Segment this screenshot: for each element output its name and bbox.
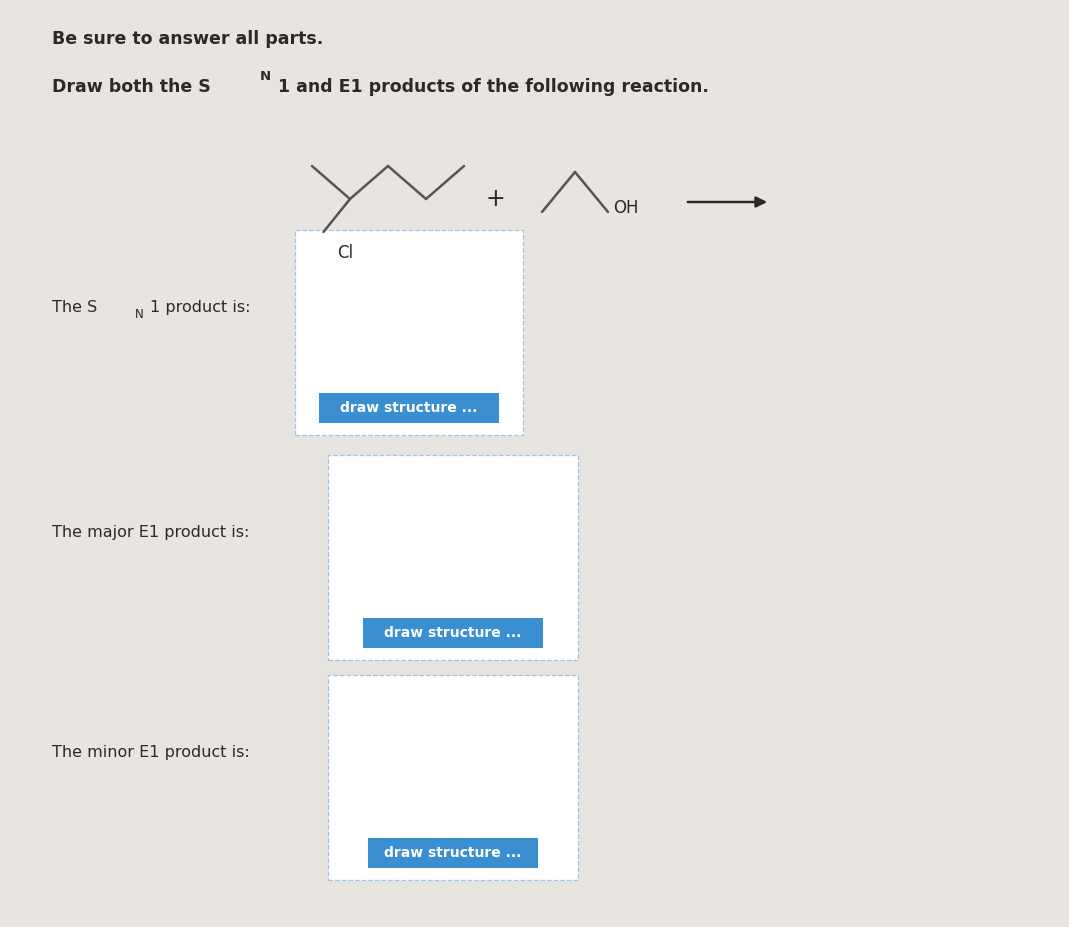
Text: Cl: Cl	[337, 244, 353, 262]
Bar	[363, 618, 543, 648]
Text: The major E1 product is:: The major E1 product is:	[52, 526, 249, 540]
Bar	[328, 455, 578, 660]
Text: Be sure to answer all parts.: Be sure to answer all parts.	[52, 30, 323, 48]
Bar	[295, 230, 523, 435]
Text: draw structure ...: draw structure ...	[385, 626, 522, 640]
Text: The S: The S	[52, 300, 97, 315]
Bar	[328, 675, 578, 880]
Text: N: N	[135, 309, 143, 322]
Bar	[319, 393, 499, 423]
Text: Draw both the S: Draw both the S	[52, 78, 211, 96]
Text: draw structure ...: draw structure ...	[340, 401, 478, 415]
Text: N: N	[260, 70, 272, 83]
Bar	[368, 838, 538, 868]
Text: 1 and E1 products of the following reaction.: 1 and E1 products of the following react…	[278, 78, 709, 96]
Text: +: +	[485, 187, 505, 211]
Text: The minor E1 product is:: The minor E1 product is:	[52, 745, 250, 760]
Text: draw structure ...: draw structure ...	[385, 846, 522, 860]
Text: OH: OH	[613, 199, 638, 217]
Text: 1 product is:: 1 product is:	[150, 300, 250, 315]
